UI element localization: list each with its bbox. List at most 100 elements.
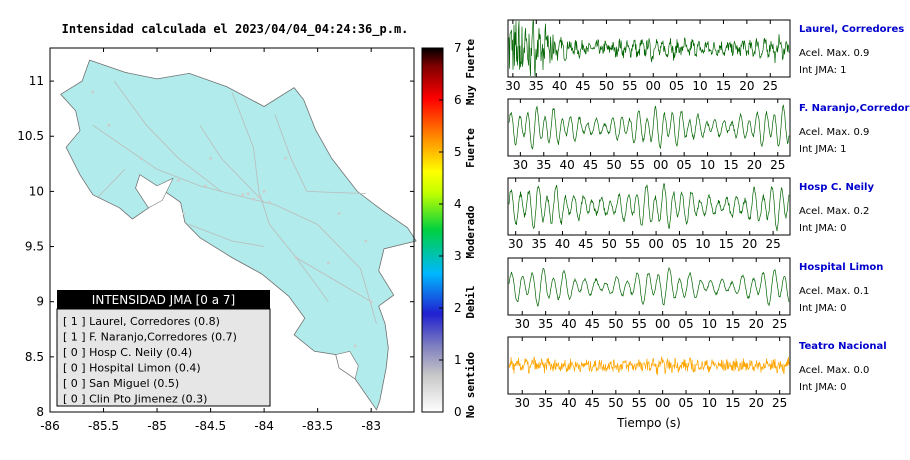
seismogram-tick-label: 20 xyxy=(739,79,754,93)
town-marker xyxy=(284,156,287,160)
seismogram-tick-label: 10 xyxy=(702,317,717,331)
station-int-jma: Int JMA: 0 xyxy=(799,382,847,393)
seismogram-trace xyxy=(508,182,790,232)
seismogram-tick-label: 30 xyxy=(515,396,530,410)
station-name: Hospital Limon xyxy=(799,262,883,273)
x-tick-label: -83 xyxy=(361,419,381,433)
seismogram-tick-label: 25 xyxy=(763,79,778,93)
legend-item: [ 1 ] F. Naranjo,Corredores (0.7) xyxy=(63,331,237,344)
seismogram-tick-label: 25 xyxy=(772,396,787,410)
town-marker xyxy=(107,123,111,127)
seismogram-tick-label: 55 xyxy=(632,317,647,331)
seismogram-tick-label: 25 xyxy=(770,158,785,172)
town-marker xyxy=(294,256,298,259)
colorbar-tick-label: 1 xyxy=(454,353,462,367)
seismogram-tick-label: 55 xyxy=(625,237,640,251)
y-tick-label: 10.5 xyxy=(17,129,44,143)
seismogram-tick-label: 15 xyxy=(719,237,734,251)
seismogram-tick-label: 20 xyxy=(747,158,762,172)
colorbar-tick-label: 0 xyxy=(454,405,462,419)
town-marker xyxy=(139,156,143,160)
colorbar-category-group: Fuerte xyxy=(464,128,477,168)
seismogram-tick-label: 00 xyxy=(653,158,668,172)
seismogram-tick-label: 35 xyxy=(536,158,551,172)
legend-title: INTENSIDAD JMA [0 a 7] xyxy=(92,293,235,307)
seismogram-tick-label: 35 xyxy=(538,396,553,410)
colorbar-tick-label: 5 xyxy=(454,145,462,159)
town-marker xyxy=(91,90,95,94)
station-name: Teatro Nacional xyxy=(799,341,887,352)
seismogram-tick-label: 10 xyxy=(700,158,715,172)
colorbar-category-group: Moderado xyxy=(464,205,477,258)
seismogram-tick-label: 20 xyxy=(749,396,764,410)
seismogram-tick-label: 00 xyxy=(655,317,670,331)
seismogram-tick-label: 55 xyxy=(632,396,647,410)
station-int-jma: Int JMA: 1 xyxy=(799,144,847,155)
x-tick-label: -85 xyxy=(147,419,167,433)
colorbar-tick-label: 7 xyxy=(454,41,462,55)
seismogram-tick-label: 20 xyxy=(749,317,764,331)
seismogram-tick-label: 05 xyxy=(677,158,692,172)
seismogram-tick-label: 05 xyxy=(678,317,693,331)
town-marker xyxy=(209,156,213,160)
seismogram-tick-label: 05 xyxy=(678,396,693,410)
seismogram-tick-label: 00 xyxy=(646,79,661,93)
seismogram-tick-label: 55 xyxy=(622,79,637,93)
town-marker xyxy=(246,192,250,196)
seismogram-tick-label: 35 xyxy=(529,79,544,93)
colorbar-category-group: No sentido xyxy=(464,352,477,419)
seismogram-tick-label: 40 xyxy=(555,237,570,251)
seismogram-tick-label: 25 xyxy=(772,317,787,331)
y-tick-label: 11 xyxy=(29,74,44,88)
colorbar-category-label: Debil xyxy=(464,285,477,318)
town-marker xyxy=(369,300,373,304)
station-acel-max: Acel. Max. 0.0 xyxy=(799,365,869,376)
seismogram-tick-label: 45 xyxy=(585,317,600,331)
seismogram-tick-label: 05 xyxy=(672,237,687,251)
town-marker xyxy=(182,212,186,215)
seismogram-panel xyxy=(507,19,791,78)
colorbar-tick-label: 3 xyxy=(454,249,462,263)
legend-item: [ 0 ] Hospital Limon (0.4) xyxy=(63,362,201,375)
seismogram-tick-label: 15 xyxy=(716,79,731,93)
map-frame xyxy=(49,47,415,413)
seismogram-tick-label: 20 xyxy=(742,237,757,251)
town-marker xyxy=(364,239,368,243)
seismogram-tick-label: 40 xyxy=(560,158,575,172)
map-road xyxy=(189,224,265,247)
seismogram-tick-label: 40 xyxy=(552,79,567,93)
seismogram-tick-label: 30 xyxy=(513,158,528,172)
seismogram-tick-label: 05 xyxy=(669,79,684,93)
seismogram-tick-label: 10 xyxy=(692,79,707,93)
seismogram-tick-label: 15 xyxy=(725,396,740,410)
seismogram-trace xyxy=(508,267,790,307)
seismogram-tick-label: 30 xyxy=(508,237,523,251)
town-marker xyxy=(257,195,261,199)
seismogram-panel xyxy=(507,257,791,316)
seismogram-trace xyxy=(508,104,790,150)
seismogram-tick-label: 40 xyxy=(561,317,576,331)
seismogram-trace xyxy=(508,20,790,77)
seismogram-tick-label: 50 xyxy=(608,396,623,410)
seismogram-tick-label: 10 xyxy=(702,396,717,410)
station-acel-max: Acel. Max. 0.2 xyxy=(799,206,869,217)
map-road xyxy=(274,114,366,194)
y-tick-label: 9 xyxy=(36,295,44,309)
station-int-jma: Int JMA: 1 xyxy=(799,65,847,76)
seismogram-tick-label: 50 xyxy=(602,237,617,251)
seismogram-tick-label: 40 xyxy=(561,396,576,410)
seismogram-tick-label: 15 xyxy=(723,158,738,172)
colorbar-category-group: Muy Fuerte xyxy=(464,39,477,106)
gulf-of-nicoya xyxy=(135,174,174,209)
legend-item: [ 0 ] San Miguel (0.5) xyxy=(63,377,179,390)
map-road xyxy=(231,91,329,302)
colorbar-category-label: No sentido xyxy=(464,352,477,419)
legend-item: [ 1 ] Laurel, Corredores (0.8) xyxy=(63,315,220,328)
colorbar-tick-label: 6 xyxy=(454,93,462,107)
legend-item: [ 0 ] Clin Pto Jimenez (0.3) xyxy=(63,393,207,406)
x-tick-label: -85.5 xyxy=(88,419,119,433)
station-int-jma: Int JMA: 0 xyxy=(799,223,847,234)
seismogram-tick-label: 35 xyxy=(531,237,546,251)
map-road xyxy=(97,169,126,198)
